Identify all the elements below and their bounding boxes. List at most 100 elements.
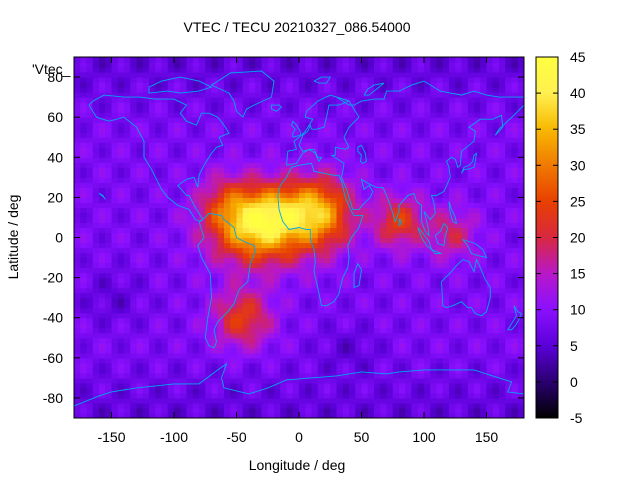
heatmap-cell (211, 67, 219, 73)
heatmap-cell (74, 302, 81, 309)
heatmap-cell (311, 302, 319, 309)
heatmap-cell (211, 167, 219, 173)
heatmap-cell (80, 292, 88, 299)
heatmap-cell (392, 162, 400, 168)
heatmap-cell (330, 352, 338, 359)
heatmap-cell (117, 322, 125, 329)
heatmap-cell (192, 282, 200, 289)
heatmap-cell (224, 412, 231, 418)
heatmap-cell (217, 232, 225, 239)
heatmap-cell (105, 237, 113, 244)
heatmap-cell (311, 77, 319, 83)
heatmap-cell (86, 157, 94, 163)
heatmap-cell (211, 187, 219, 193)
heatmap-cell (130, 192, 138, 198)
heatmap-cell (442, 232, 450, 239)
heatmap-cell (149, 102, 156, 108)
heatmap-cell (380, 152, 388, 158)
heatmap-cell (405, 137, 413, 143)
heatmap-cell (274, 402, 281, 409)
heatmap-cell (280, 267, 288, 274)
heatmap-cell (299, 377, 306, 384)
heatmap-cell (455, 262, 463, 269)
heatmap-cell (474, 162, 481, 168)
heatmap-cell (492, 82, 500, 88)
heatmap-cell (280, 392, 288, 399)
heatmap-cell (292, 187, 300, 193)
heatmap-cell (230, 102, 238, 108)
heatmap-cell (74, 77, 81, 83)
heatmap-cell (74, 367, 81, 374)
heatmap-cell (386, 402, 394, 409)
heatmap-cell (424, 242, 431, 249)
heatmap-cell (217, 297, 225, 304)
heatmap-cell (149, 87, 156, 93)
heatmap-cell (174, 62, 181, 68)
heatmap-cell (111, 357, 119, 364)
heatmap-cell (324, 247, 331, 254)
heatmap-cell (124, 217, 131, 224)
heatmap-cell (124, 132, 131, 138)
heatmap-cell (161, 177, 169, 183)
heatmap-cell (455, 212, 463, 219)
heatmap-cell (142, 212, 150, 219)
heatmap-cell (230, 412, 238, 418)
heatmap-cell (230, 382, 238, 389)
heatmap-cell (305, 307, 313, 314)
heatmap-cell (324, 137, 331, 143)
heatmap-cell (242, 67, 250, 73)
heatmap-cell (174, 162, 181, 168)
heatmap-cell (217, 82, 225, 88)
heatmap-cell (130, 182, 138, 188)
heatmap-cell (280, 167, 288, 173)
heatmap-cell (374, 407, 381, 414)
heatmap-cell (155, 197, 163, 203)
heatmap-cell (442, 77, 450, 83)
heatmap-cell (86, 177, 94, 183)
heatmap-cell (499, 202, 506, 209)
heatmap-cell (124, 232, 131, 239)
heatmap-cell (461, 282, 469, 289)
heatmap-cell (342, 102, 350, 108)
heatmap-cell (311, 167, 319, 173)
heatmap-cell (499, 167, 506, 173)
heatmap-cell (374, 257, 381, 264)
heatmap-cell (236, 247, 244, 254)
heatmap-cell (180, 152, 188, 158)
heatmap-cell (405, 82, 413, 88)
heatmap-cell (486, 407, 494, 414)
heatmap-cell (461, 292, 469, 299)
heatmap-cell (155, 397, 163, 404)
heatmap-cell (174, 67, 181, 73)
heatmap-cell (386, 362, 394, 369)
heatmap-cell (86, 92, 94, 98)
heatmap-cell (436, 72, 444, 78)
heatmap-cell (224, 317, 231, 324)
heatmap-cell (111, 192, 119, 198)
heatmap-cell (267, 337, 275, 344)
heatmap-cell (155, 352, 163, 359)
heatmap-cell (499, 77, 506, 83)
heatmap-cell (205, 262, 213, 269)
heatmap-cell (405, 202, 413, 209)
heatmap-cell (186, 247, 194, 254)
heatmap-cell (424, 132, 431, 138)
heatmap-cell (99, 112, 106, 118)
heatmap-cell (317, 107, 325, 113)
heatmap-cell (161, 222, 169, 229)
heatmap-cell (117, 137, 125, 143)
heatmap-cell (161, 72, 169, 78)
heatmap-cell (249, 237, 256, 244)
heatmap-cell (80, 102, 88, 108)
heatmap-cell (480, 132, 488, 138)
heatmap-cell (342, 302, 350, 309)
heatmap-cell (392, 352, 400, 359)
heatmap-cell (330, 92, 338, 98)
heatmap-cell (467, 237, 475, 244)
heatmap-cell (142, 307, 150, 314)
heatmap-cell (386, 357, 394, 364)
heatmap-cell (74, 352, 81, 359)
heatmap-cell (280, 72, 288, 78)
heatmap-cell (192, 347, 200, 354)
heatmap-cell (180, 157, 188, 163)
